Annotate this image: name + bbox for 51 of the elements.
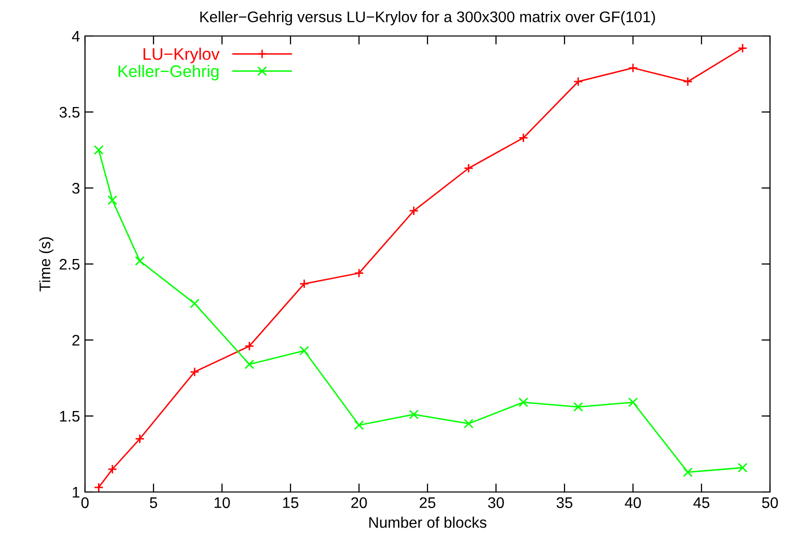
- point: [408, 206, 419, 216]
- point: [190, 367, 200, 377]
- x-tick-label: 45: [693, 497, 710, 508]
- x-tick-label: 5: [150, 497, 158, 508]
- y-tick-label: 4: [72, 31, 80, 42]
- point: [464, 418, 474, 428]
- x-tick-label: 0: [81, 497, 89, 508]
- point: [94, 145, 104, 155]
- y-axis-title: Time (s): [39, 237, 54, 292]
- point: [682, 76, 693, 86]
- point: [464, 163, 474, 174]
- point: [518, 397, 528, 408]
- y-tick-label: 1.5: [60, 411, 80, 422]
- point: [244, 341, 254, 351]
- point: [682, 467, 693, 478]
- legend-label: Keller−Gehrig: [118, 64, 219, 80]
- x-tick-label: 35: [556, 497, 572, 508]
- point: [573, 402, 584, 412]
- x-tick-label: 20: [351, 497, 367, 508]
- y-tick-label: 3: [72, 182, 80, 194]
- point: [628, 397, 638, 408]
- point: [738, 462, 748, 473]
- point: [354, 268, 364, 278]
- x-tick-label: 30: [488, 497, 504, 508]
- x-tick-label: 15: [283, 497, 298, 508]
- y-tick-label: 2: [72, 334, 80, 346]
- x-tick-label: 50: [762, 497, 778, 508]
- y-tick-label: 1: [72, 487, 80, 498]
- point: [190, 298, 200, 308]
- x-tick-label: 10: [214, 497, 230, 508]
- chart-title: Keller−Gehrig versus LU−Krylov for a 300x300 matrix over GF(101): [200, 11, 655, 26]
- point: [299, 346, 310, 356]
- y-tick-label: 3.5: [59, 106, 80, 118]
- point: [518, 132, 528, 143]
- point: [108, 195, 118, 206]
- point: [134, 434, 145, 444]
- point: [628, 63, 638, 73]
- y-tick-label: 2.5: [60, 258, 80, 270]
- legend-label: LU−Krylov: [144, 48, 220, 64]
- x-tick-label: 25: [420, 497, 436, 508]
- point: [299, 278, 310, 289]
- point: [354, 420, 364, 430]
- point: [108, 464, 118, 474]
- x-axis-title: Number of blocks: [369, 516, 486, 528]
- point: [738, 43, 748, 54]
- point: [134, 256, 145, 266]
- point: [408, 410, 419, 420]
- x-tick-label: 40: [624, 497, 641, 508]
- point: [573, 76, 584, 86]
- point: [244, 359, 254, 370]
- point: [94, 482, 104, 492]
